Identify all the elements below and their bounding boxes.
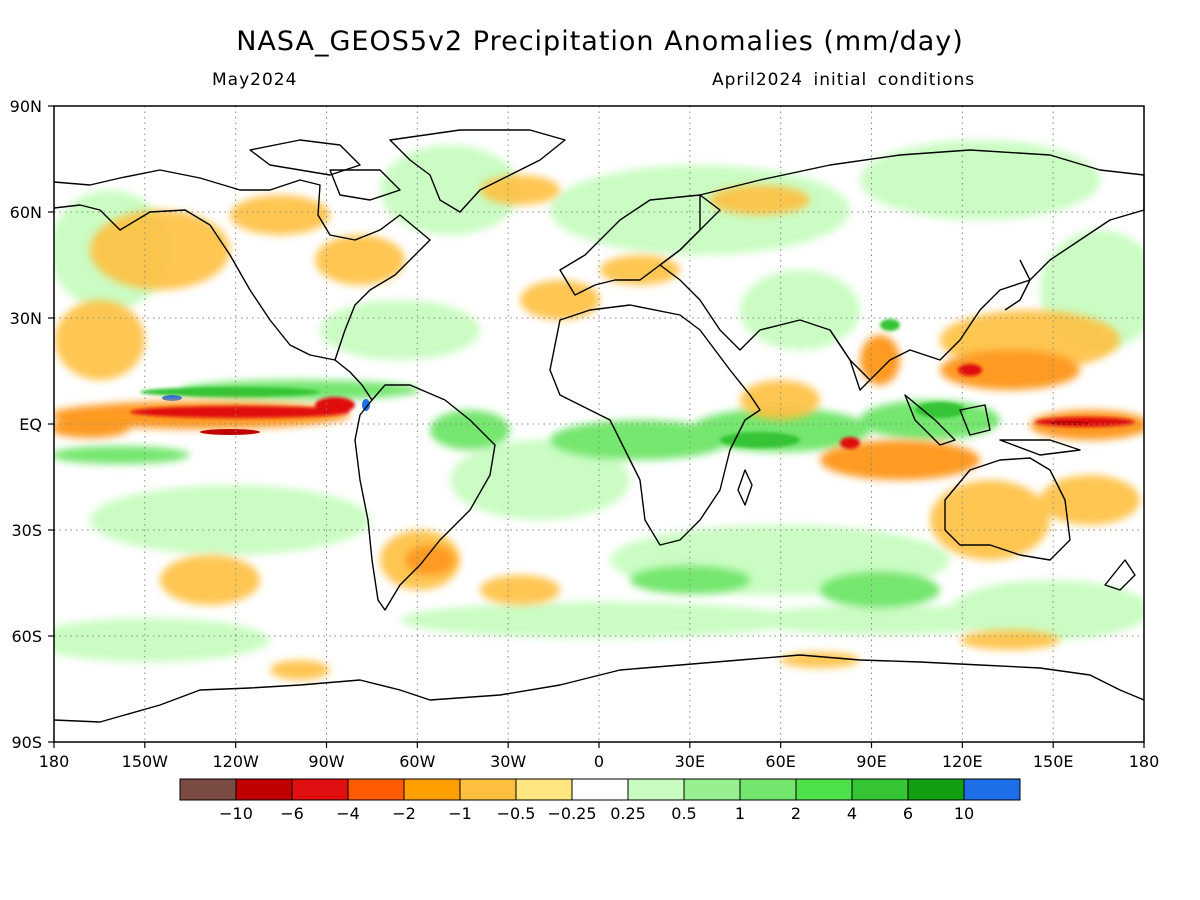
longitude-labels: 180 150W 120W 90W 60W 30W 0 30E 60E 90E 120E 150E 18…: [39, 742, 1160, 771]
colorbar-tick-label: 10: [954, 804, 974, 823]
colorbar-tick-label: −4: [336, 804, 360, 823]
colorbar-swatch: [347, 778, 405, 801]
colorbar-tick-label: 0.5: [671, 804, 696, 823]
initial-conditions-label: April2024 initial conditions: [712, 70, 976, 90]
latitude-tick-label: 90N: [10, 97, 42, 116]
valid-month-label: May2024: [212, 70, 298, 90]
colorbar-swatch: [795, 778, 853, 801]
longitude-tick-label: 60W: [399, 752, 435, 771]
colorbar-tick-label: −2: [392, 804, 416, 823]
colorbar-swatch: [179, 778, 237, 801]
colorbar-swatch: [403, 778, 461, 801]
coastlines: [53, 129, 1145, 723]
colorbar-swatch: [851, 778, 909, 801]
chart-title: NASA_GEOS5v2 Precipitation Anomalies (mm…: [236, 26, 964, 57]
longitude-tick-label: 180: [39, 752, 70, 771]
longitude-tick-label: 30W: [490, 752, 526, 771]
colorbar-tick-label: −6: [280, 804, 304, 823]
latitude-tick-label: 30S: [11, 521, 42, 540]
colorbar-tick-label: 4: [847, 804, 857, 823]
colorbar-swatch: [571, 778, 629, 801]
longitude-tick-label: 90W: [308, 752, 344, 771]
colorbar-swatch: [683, 778, 741, 801]
colorbar-tick-label: −1: [448, 804, 472, 823]
latitude-tick-label: 30N: [10, 309, 42, 328]
colorbar-tick-label: 6: [903, 804, 913, 823]
colorbar-tick-label: −0.5: [497, 804, 536, 823]
colorbar-swatch: [235, 778, 293, 801]
colorbar-tick-label: 0.25: [610, 804, 646, 823]
colorbar-tick-label: −10: [219, 804, 253, 823]
longitude-tick-label: 180: [1129, 752, 1160, 771]
latitude-labels: 90N 60N 30N EQ 30S 60S 90S: [10, 97, 54, 752]
longitude-tick-label: 120E: [942, 752, 983, 771]
colorbar-swatch: [739, 778, 797, 801]
longitude-tick-label: 60E: [765, 752, 795, 771]
colorbar-labels: −10 −6 −4 −2 −1 −0.5 −0.25 0.25 0.5 1 2 4 6 10: [219, 804, 974, 823]
longitude-tick-label: 150W: [122, 752, 169, 771]
latitude-tick-label: 90S: [11, 733, 42, 752]
lat-lon-grid: [54, 106, 1144, 742]
colorbar-swatch: [627, 778, 685, 801]
longitude-tick-label: 0: [594, 752, 604, 771]
longitude-tick-label: 120W: [212, 752, 259, 771]
colorbar-tick-label: 1: [735, 804, 745, 823]
latitude-tick-label: EQ: [19, 415, 42, 434]
latitude-tick-label: 60S: [11, 627, 42, 646]
colorbar: [179, 778, 1021, 801]
colorbar-swatch: [907, 778, 965, 801]
longitude-tick-label: 150E: [1033, 752, 1074, 771]
longitude-tick-label: 30E: [675, 752, 705, 771]
colorbar-swatch: [291, 778, 349, 801]
colorbar-swatch: [459, 778, 517, 801]
colorbar-tick-label: 2: [791, 804, 801, 823]
latitude-tick-label: 60N: [10, 203, 42, 222]
colorbar-tick-label: −0.25: [547, 804, 596, 823]
colorbar-swatch: [963, 778, 1021, 801]
colorbar-swatch: [515, 778, 573, 801]
longitude-tick-label: 90E: [856, 752, 886, 771]
